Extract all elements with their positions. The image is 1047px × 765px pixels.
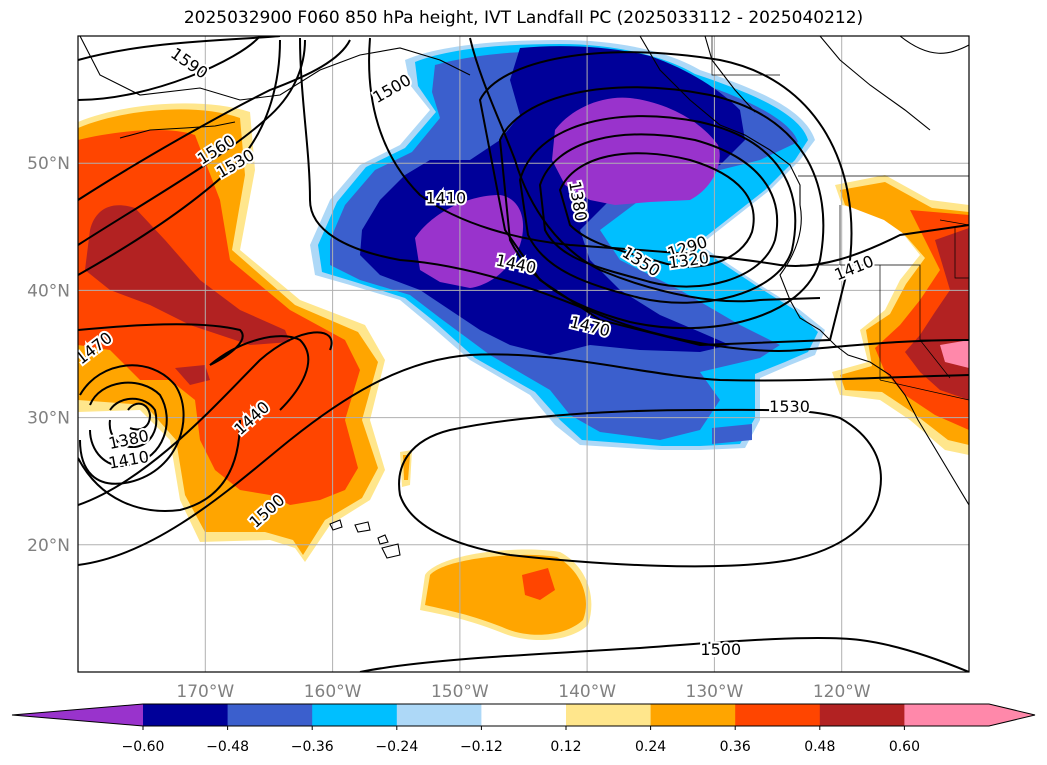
colorbar-segment <box>735 704 821 726</box>
colorbar-segment <box>904 704 989 726</box>
graticule <box>78 36 969 672</box>
latitude-label: 50°N <box>27 154 70 174</box>
ivt-positive-region-east <box>940 340 969 368</box>
map-title: 2025032900 F060 850 hPa height, IVT Land… <box>183 8 864 28</box>
colorbar-tick-label: −0.48 <box>206 739 249 755</box>
colorbar-tick-label: −0.60 <box>122 739 165 755</box>
longitude-label: 150°W <box>431 682 489 702</box>
map-frame <box>77 35 970 673</box>
colorbar-tick-label: 0.36 <box>720 739 751 755</box>
ivt-negative-region <box>552 97 720 205</box>
colorbar-segment <box>396 704 482 726</box>
contour-label: 1410 <box>425 188 466 207</box>
political-borders <box>711 36 969 401</box>
colorbar-tick-label: −0.24 <box>375 739 418 755</box>
longitude-label: 160°W <box>304 682 362 702</box>
latitude-label: 20°N <box>27 536 70 556</box>
colorbar-segment <box>312 704 398 726</box>
ivt-positive-region-south <box>522 568 555 600</box>
latitude-label: 30°N <box>27 409 70 429</box>
colorbar-tick-label: 0.12 <box>550 739 581 755</box>
colorbar-segment <box>481 704 567 726</box>
colorbar-tick-label: −0.12 <box>460 739 503 755</box>
colorbar-segment <box>566 704 652 726</box>
longitude-label: 170°W <box>176 682 234 702</box>
longitude-label: 120°W <box>813 682 871 702</box>
colorbar-tick-label: 0.60 <box>889 739 920 755</box>
colorbar-segment <box>650 704 736 726</box>
height-contours <box>78 36 969 672</box>
ivt-negative-region <box>712 424 752 444</box>
colorbar-segment <box>143 704 229 726</box>
contour-label: 1530 <box>769 397 810 416</box>
colorbar-tick-labels: −0.60 −0.48 −0.36 −0.24 −0.12 0.12 0.24 0.36 0.4… <box>122 726 920 755</box>
colorbar-tick-label: −0.36 <box>291 739 334 755</box>
colorbar <box>11 703 1036 727</box>
hawaiian-islands <box>329 519 401 559</box>
longitude-label: 130°W <box>686 682 744 702</box>
latitude-label: 40°N <box>27 281 70 301</box>
longitude-label: 140°W <box>558 682 616 702</box>
colorbar-tick-label: 0.24 <box>635 739 666 755</box>
colorbar-segment <box>227 704 313 726</box>
colorbar-segment <box>819 704 905 726</box>
longitude-labels: 170°W 160°W 150°W 140°W 130°W 120°W <box>176 682 870 702</box>
latitude-labels: 50°N 40°N 30°N 20°N <box>27 154 70 556</box>
colorbar-tick-label: 0.48 <box>804 739 835 755</box>
ivt-positive-region-west <box>175 365 210 385</box>
contour-label: 1500 <box>700 640 741 659</box>
colorbar-extend-min <box>12 704 143 726</box>
colorbar-extend-max <box>989 704 1035 726</box>
